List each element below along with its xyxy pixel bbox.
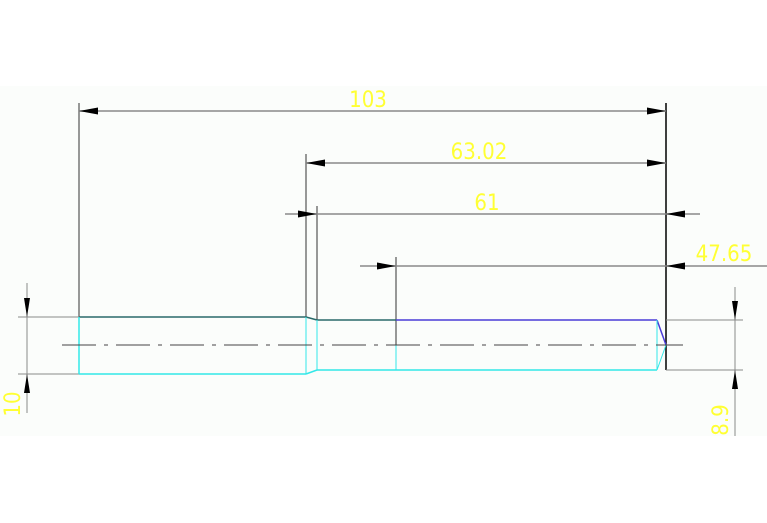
dim-length-3-label: 61 bbox=[474, 191, 499, 216]
arrowhead-icon bbox=[732, 370, 738, 389]
dim-overall-length-label: 103 bbox=[349, 88, 387, 113]
part-end-chamfer bbox=[656, 344, 667, 371]
arrowhead-icon bbox=[24, 374, 30, 393]
dim-length-4-label: 47.65 bbox=[696, 242, 753, 267]
part-end-chamfer bbox=[656, 319, 667, 346]
part-chamfer bbox=[305, 369, 318, 375]
arrowhead-icon bbox=[79, 107, 98, 115]
arrowhead-icon bbox=[298, 210, 317, 218]
arrowhead-icon bbox=[377, 262, 396, 270]
dim-left-diameter-label: 10 bbox=[1, 391, 26, 416]
dim-right-diameter-label: 8.9 bbox=[709, 404, 734, 435]
arrowhead-icon bbox=[647, 159, 666, 167]
part-chamfer bbox=[305, 316, 318, 321]
arrowhead-icon bbox=[24, 298, 30, 317]
arrowhead-icon bbox=[306, 159, 325, 167]
arrowhead-icon bbox=[732, 301, 738, 320]
dim-length-2-label: 63.02 bbox=[451, 140, 508, 165]
cad-drawing-area[interactable] bbox=[0, 86, 767, 436]
arrowhead-icon bbox=[666, 262, 685, 270]
arrowhead-icon bbox=[647, 107, 666, 115]
arrowhead-icon bbox=[666, 210, 685, 218]
